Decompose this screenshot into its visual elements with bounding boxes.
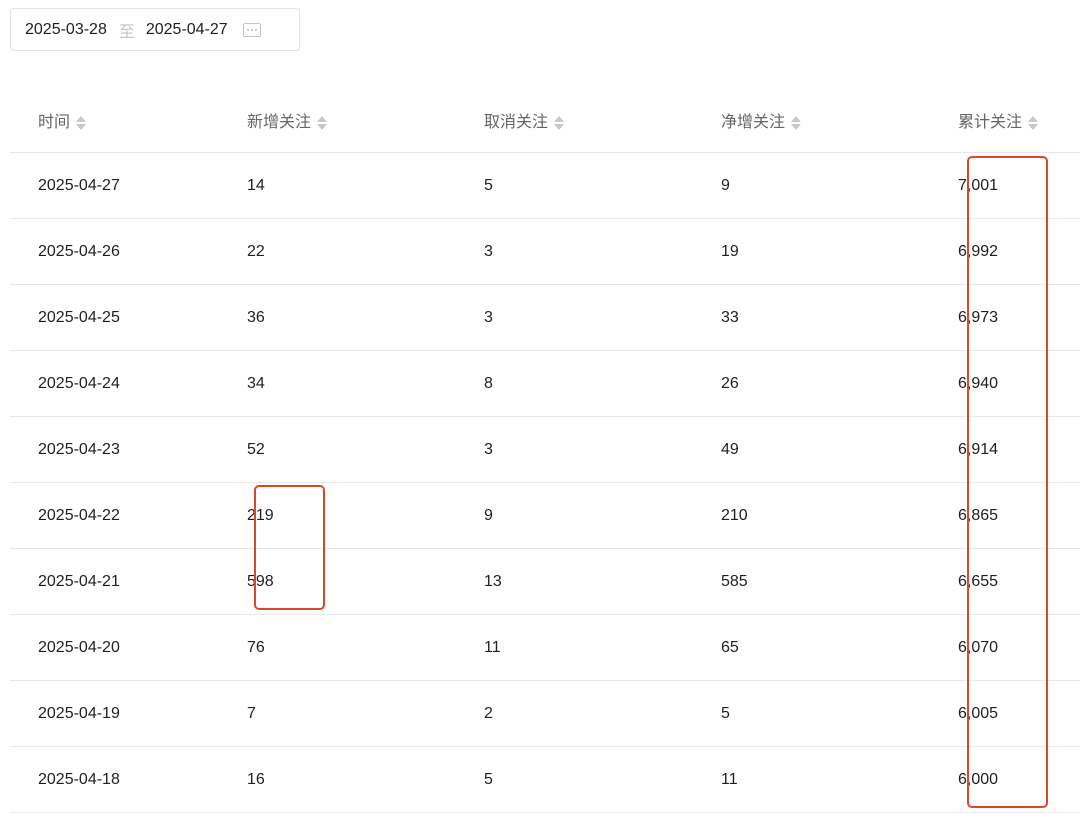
cell-net: 49	[721, 416, 958, 483]
cell-net: 585	[721, 548, 958, 615]
sort-icon[interactable]	[1028, 115, 1039, 131]
calendar-icon[interactable]	[242, 22, 261, 37]
cell-total: 6,000	[958, 746, 1080, 813]
table-row: 2025-04-25 36 3 33 6,973	[10, 284, 1080, 351]
cell-net: 26	[721, 350, 958, 417]
cell-unfollow: 2	[484, 680, 721, 747]
sort-icon[interactable]	[317, 115, 328, 131]
cell-new: 219	[247, 482, 484, 549]
cell-net: 65	[721, 614, 958, 681]
cell-time: 2025-04-18	[10, 746, 247, 813]
end-date[interactable]: 2025-04-27	[145, 20, 228, 38]
column-header-total[interactable]: 累计关注	[958, 88, 1080, 153]
column-header-new[interactable]: 新增关注	[247, 88, 484, 153]
cell-time: 2025-04-25	[10, 284, 247, 351]
cell-unfollow: 8	[484, 350, 721, 417]
cell-net: 19	[721, 218, 958, 285]
cell-total: 7,001	[958, 152, 1080, 219]
sort-icon[interactable]	[76, 115, 87, 131]
cell-new: 14	[247, 152, 484, 219]
table-row: 2025-04-19 7 2 5 6,005	[10, 680, 1080, 747]
cell-time: 2025-04-23	[10, 416, 247, 483]
cell-unfollow: 13	[484, 548, 721, 615]
table-row: 2025-04-24 34 8 26 6,940	[10, 350, 1080, 417]
column-header-label: 净增关注	[721, 114, 786, 131]
table-row: 2025-04-22 219 9 210 6,865	[10, 482, 1080, 549]
cell-total: 6,992	[958, 218, 1080, 285]
cell-new: 16	[247, 746, 484, 813]
cell-unfollow: 3	[484, 218, 721, 285]
cell-new: 22	[247, 218, 484, 285]
column-header-label: 累计关注	[958, 114, 1023, 131]
column-header-label: 新增关注	[247, 114, 312, 131]
sort-icon[interactable]	[554, 115, 565, 131]
cell-time: 2025-04-22	[10, 482, 247, 549]
column-header-label: 取消关注	[484, 114, 549, 131]
table-row: 2025-04-27 14 5 9 7,001	[10, 152, 1080, 219]
cell-total: 6,914	[958, 416, 1080, 483]
cell-net: 11	[721, 746, 958, 813]
cell-unfollow: 9	[484, 482, 721, 549]
table-row: 2025-04-20 76 11 65 6,070	[10, 614, 1080, 681]
table-row: 2025-04-23 52 3 49 6,914	[10, 416, 1080, 483]
date-range-picker[interactable]: 2025-03-28 至 2025-04-27	[10, 8, 300, 51]
cell-total: 6,655	[958, 548, 1080, 615]
cell-unfollow: 11	[484, 614, 721, 681]
start-date[interactable]: 2025-03-28	[25, 20, 107, 38]
cell-new: 36	[247, 284, 484, 351]
cell-total: 6,865	[958, 482, 1080, 549]
table-row: 2025-04-21 598 13 585 6,655	[10, 548, 1080, 615]
cell-time: 2025-04-20	[10, 614, 247, 681]
cell-unfollow: 3	[484, 284, 721, 351]
column-header-label: 时间	[38, 114, 71, 131]
cell-time: 2025-04-24	[10, 350, 247, 417]
table-row: 2025-04-26 22 3 19 6,992	[10, 218, 1080, 285]
cell-new: 52	[247, 416, 484, 483]
cell-net: 5	[721, 680, 958, 747]
cell-time: 2025-04-27	[10, 152, 247, 219]
cell-new: 7	[247, 680, 484, 747]
column-header-net[interactable]: 净增关注	[721, 88, 958, 153]
cell-new: 34	[247, 350, 484, 417]
range-separator: 至	[118, 23, 135, 41]
cell-net: 9	[721, 152, 958, 219]
header-row: 时间 新增关注 取消关注 净增关注 累计关注	[10, 88, 1080, 153]
column-header-unfollow[interactable]: 取消关注	[484, 88, 721, 153]
cell-net: 210	[721, 482, 958, 549]
cell-new: 598	[247, 548, 484, 615]
cell-unfollow: 5	[484, 746, 721, 813]
cell-time: 2025-04-19	[10, 680, 247, 747]
cell-unfollow: 3	[484, 416, 721, 483]
cell-total: 6,973	[958, 284, 1080, 351]
column-header-time[interactable]: 时间	[10, 88, 247, 153]
sort-icon[interactable]	[791, 115, 802, 131]
cell-net: 33	[721, 284, 958, 351]
cell-total: 6,070	[958, 614, 1080, 681]
followers-table: 时间 新增关注 取消关注 净增关注 累计关注 2025-04-27 14 5 9 7,001 20…	[10, 88, 1080, 813]
table-row: 2025-04-18 16 5 11 6,000	[10, 746, 1080, 813]
cell-total: 6,940	[958, 350, 1080, 417]
cell-unfollow: 5	[484, 152, 721, 219]
cell-time: 2025-04-21	[10, 548, 247, 615]
cell-new: 76	[247, 614, 484, 681]
cell-time: 2025-04-26	[10, 218, 247, 285]
cell-total: 6,005	[958, 680, 1080, 747]
